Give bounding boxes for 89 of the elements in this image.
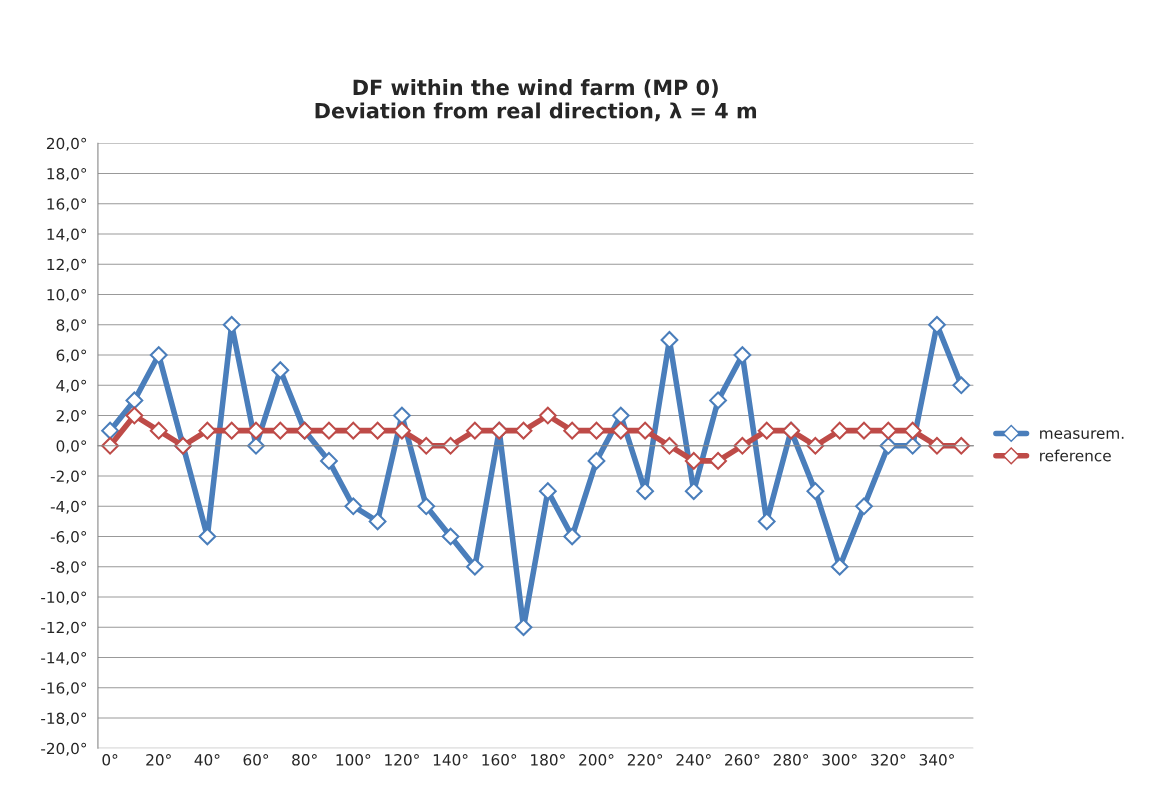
point: [465, 421, 484, 440]
y-tick-label: -8,0°: [50, 561, 87, 575]
point: [247, 421, 265, 440]
point: [441, 436, 460, 455]
y-tick-label: -6,0°: [50, 530, 87, 545]
point: [320, 451, 338, 470]
y-tick-label: -16,0°: [41, 682, 87, 696]
x-tick-label: 180°: [531, 754, 565, 766]
point: [928, 436, 946, 455]
point: [441, 527, 460, 546]
point: [344, 497, 363, 516]
legend-label: measurem.: [1040, 430, 1124, 439]
point: [684, 482, 703, 501]
y-tick-label: -10,0°: [41, 591, 87, 605]
point: [101, 436, 119, 455]
x-tick-label: 340°: [919, 754, 954, 766]
y-tick-label: 8,0°: [56, 319, 87, 333]
x-tick-label: 260°: [725, 754, 760, 766]
y-tick-label: 4,0°: [56, 379, 87, 393]
point: [320, 421, 338, 440]
x-tick-label: 80°: [292, 754, 317, 766]
point: [222, 421, 241, 440]
point: [393, 421, 411, 440]
point: [928, 315, 946, 334]
x-tick-label: 240°: [676, 754, 711, 766]
x-tick-label: 140°: [433, 754, 468, 766]
y-tick-label: 14,0°: [47, 228, 87, 242]
y-tick-label: 18,0°: [47, 167, 87, 182]
point: [952, 376, 971, 395]
point: [903, 421, 922, 440]
point: [587, 451, 606, 470]
point: [125, 406, 144, 425]
point: [514, 421, 533, 440]
y-tick-label: 20,0°: [46, 137, 87, 151]
point: [125, 391, 144, 410]
point: [465, 557, 484, 576]
point: [101, 421, 119, 440]
point: [757, 421, 776, 440]
y-tick-label: 10,0°: [47, 288, 87, 303]
point: [636, 421, 655, 440]
chart-title: DF within the wind farm (MP 0) Deviation from real direction, λ = 4 m: [315, 79, 757, 122]
point: [684, 451, 703, 470]
y-tick-label: 2,0°: [56, 409, 87, 424]
point: [806, 436, 825, 455]
point: [830, 421, 849, 440]
x-tick-label: 280°: [773, 754, 808, 766]
point: [709, 391, 727, 410]
y-tick-label: 6,0°: [56, 349, 87, 363]
x-tick-label: 120°: [385, 754, 419, 766]
point: [198, 421, 217, 440]
y-tick-label: 16,0°: [47, 198, 87, 212]
y-tick-label: -4,0°: [50, 500, 87, 514]
x-tick-label: 60°: [243, 754, 269, 766]
point: [830, 557, 849, 576]
point: [368, 421, 387, 440]
point: [733, 346, 752, 364]
point: [855, 421, 873, 440]
point: [149, 421, 168, 440]
point: [271, 361, 290, 380]
y-tick-label: -18,0°: [41, 712, 87, 726]
x-tick-label: 160°: [482, 754, 517, 766]
point: [149, 346, 168, 364]
point: [952, 436, 971, 455]
y-tick-label: -14,0°: [41, 651, 87, 666]
x-tick-label: 40°: [194, 754, 220, 766]
x-tick-label: 300°: [822, 754, 857, 766]
point: [636, 482, 655, 501]
x-tick-label: 320°: [871, 754, 906, 766]
point: [417, 497, 436, 516]
legend-label: reference: [1040, 449, 1111, 462]
y-tick-label: -20,0°: [41, 742, 87, 756]
point: [587, 421, 606, 440]
y-tick-label: -12,0°: [41, 621, 87, 635]
point: [855, 497, 873, 516]
point: [806, 482, 825, 501]
x-tick-label: 200°: [579, 754, 614, 766]
point: [660, 436, 679, 455]
point: [538, 406, 557, 425]
point: [368, 512, 387, 531]
y-tick-label: 0,0°: [56, 440, 87, 454]
x-tick-label: 220°: [627, 754, 663, 766]
y-tick-label: 12,0°: [47, 258, 87, 272]
y-tick-label: -2,0°: [50, 470, 87, 484]
point: [733, 436, 752, 455]
x-tick-label: 20°: [146, 754, 171, 766]
x-tick-label: 0°: [102, 754, 118, 766]
point: [563, 527, 582, 546]
x-tick-label: 100°: [336, 754, 371, 766]
point: [709, 451, 727, 470]
